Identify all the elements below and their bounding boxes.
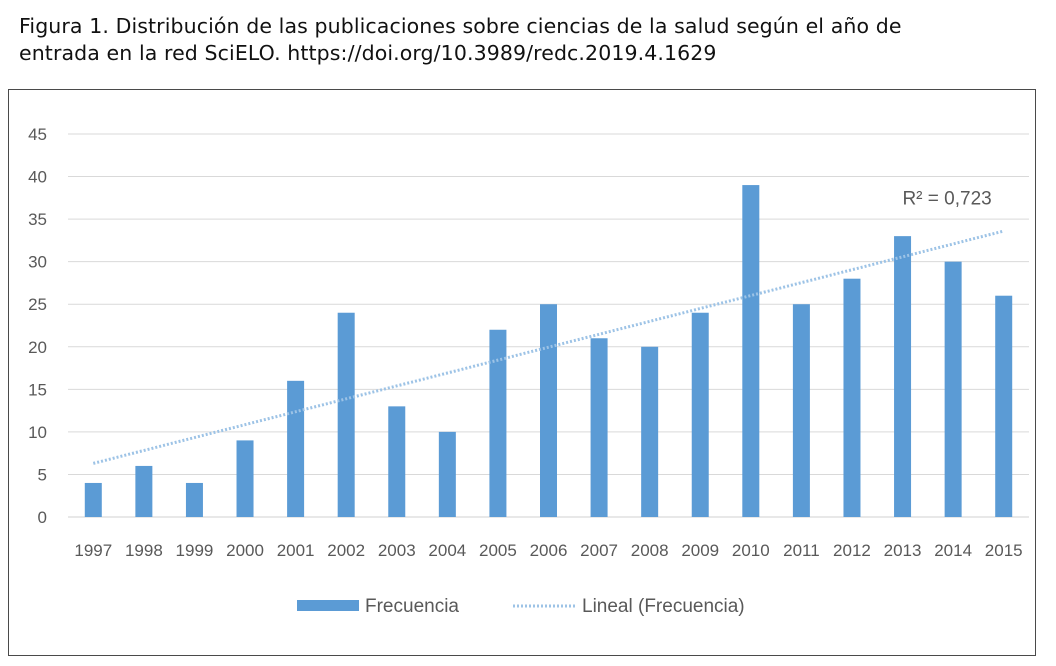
bar [489, 329, 507, 517]
bar [388, 406, 406, 517]
y-tick-label: 15 [28, 380, 47, 399]
x-tick-label: 1999 [176, 541, 214, 560]
caption-line-2: entrada en la red SciELO. https://doi.or… [19, 41, 717, 65]
bar [894, 236, 912, 517]
bar [641, 346, 659, 517]
bar [337, 312, 355, 517]
x-tick-label: 2010 [732, 541, 770, 560]
bar [995, 295, 1013, 517]
y-tick-label: 20 [28, 338, 47, 357]
y-tick-label: 30 [28, 253, 47, 272]
legend-swatch-frecuencia [297, 600, 359, 611]
bar [540, 304, 557, 517]
x-tick-label: 2006 [530, 541, 568, 560]
caption-line-1: Figura 1. Distribución de las publicacio… [19, 14, 902, 38]
x-tick-label: 2013 [884, 541, 922, 560]
bars [84, 185, 1013, 518]
bar [590, 338, 608, 517]
bar [236, 440, 254, 517]
y-tick-label: 10 [28, 423, 47, 442]
x-tick-label: 2003 [378, 541, 416, 560]
bar [185, 482, 203, 517]
bar [84, 482, 102, 517]
x-tick-label: 2005 [479, 541, 517, 560]
bar [944, 261, 962, 517]
legend-label-lineal: Lineal (Frecuencia) [582, 596, 745, 617]
x-tick-label: 1998 [125, 541, 163, 560]
legend-label-frecuencia: Frecuencia [365, 596, 459, 617]
x-tick-label: 1997 [74, 541, 112, 560]
y-tick-label: 0 [38, 508, 47, 527]
x-tick-label: 2007 [580, 541, 618, 560]
legend: Frecuencia Lineal (Frecuencia) [297, 596, 745, 617]
bar [287, 380, 305, 517]
bar [843, 278, 861, 517]
x-axis-ticks: 1997 1998 1999 2000 2001 2002 2003 2004 2005 2006… [74, 541, 1022, 560]
trendline-line [92, 229, 1005, 465]
bar [438, 431, 456, 517]
y-tick-label: 45 [28, 125, 47, 144]
x-tick-label: 2004 [428, 541, 466, 560]
x-tick-label: 2002 [327, 541, 365, 560]
x-tick-label: 2001 [277, 541, 315, 560]
chart-frame: 0 5 10 15 20 25 30 35 40 45 R² = 0,723 1997 1998 19… [8, 89, 1036, 656]
r-squared-label: R² = 0,723 [902, 188, 991, 209]
x-tick-label: 2009 [681, 541, 719, 560]
bar [135, 465, 153, 517]
bar [792, 304, 810, 517]
y-axis-ticks: 0 5 10 15 20 25 30 35 40 45 [28, 125, 47, 527]
y-tick-label: 5 [38, 465, 47, 484]
x-tick-label: 2014 [934, 541, 972, 560]
bar [742, 185, 760, 518]
x-tick-label: 2012 [833, 541, 871, 560]
y-tick-label: 40 [28, 168, 47, 187]
trendline: R² = 0,723 [92, 188, 1005, 465]
figure-caption: Figura 1. Distribución de las publicacio… [19, 13, 1029, 67]
x-tick-label: 2015 [985, 541, 1023, 560]
x-tick-label: 2000 [226, 541, 264, 560]
x-tick-label: 2011 [783, 541, 820, 560]
x-tick-label: 2008 [631, 541, 669, 560]
y-tick-label: 25 [28, 295, 47, 314]
y-tick-label: 35 [28, 210, 47, 229]
bar [691, 312, 709, 517]
